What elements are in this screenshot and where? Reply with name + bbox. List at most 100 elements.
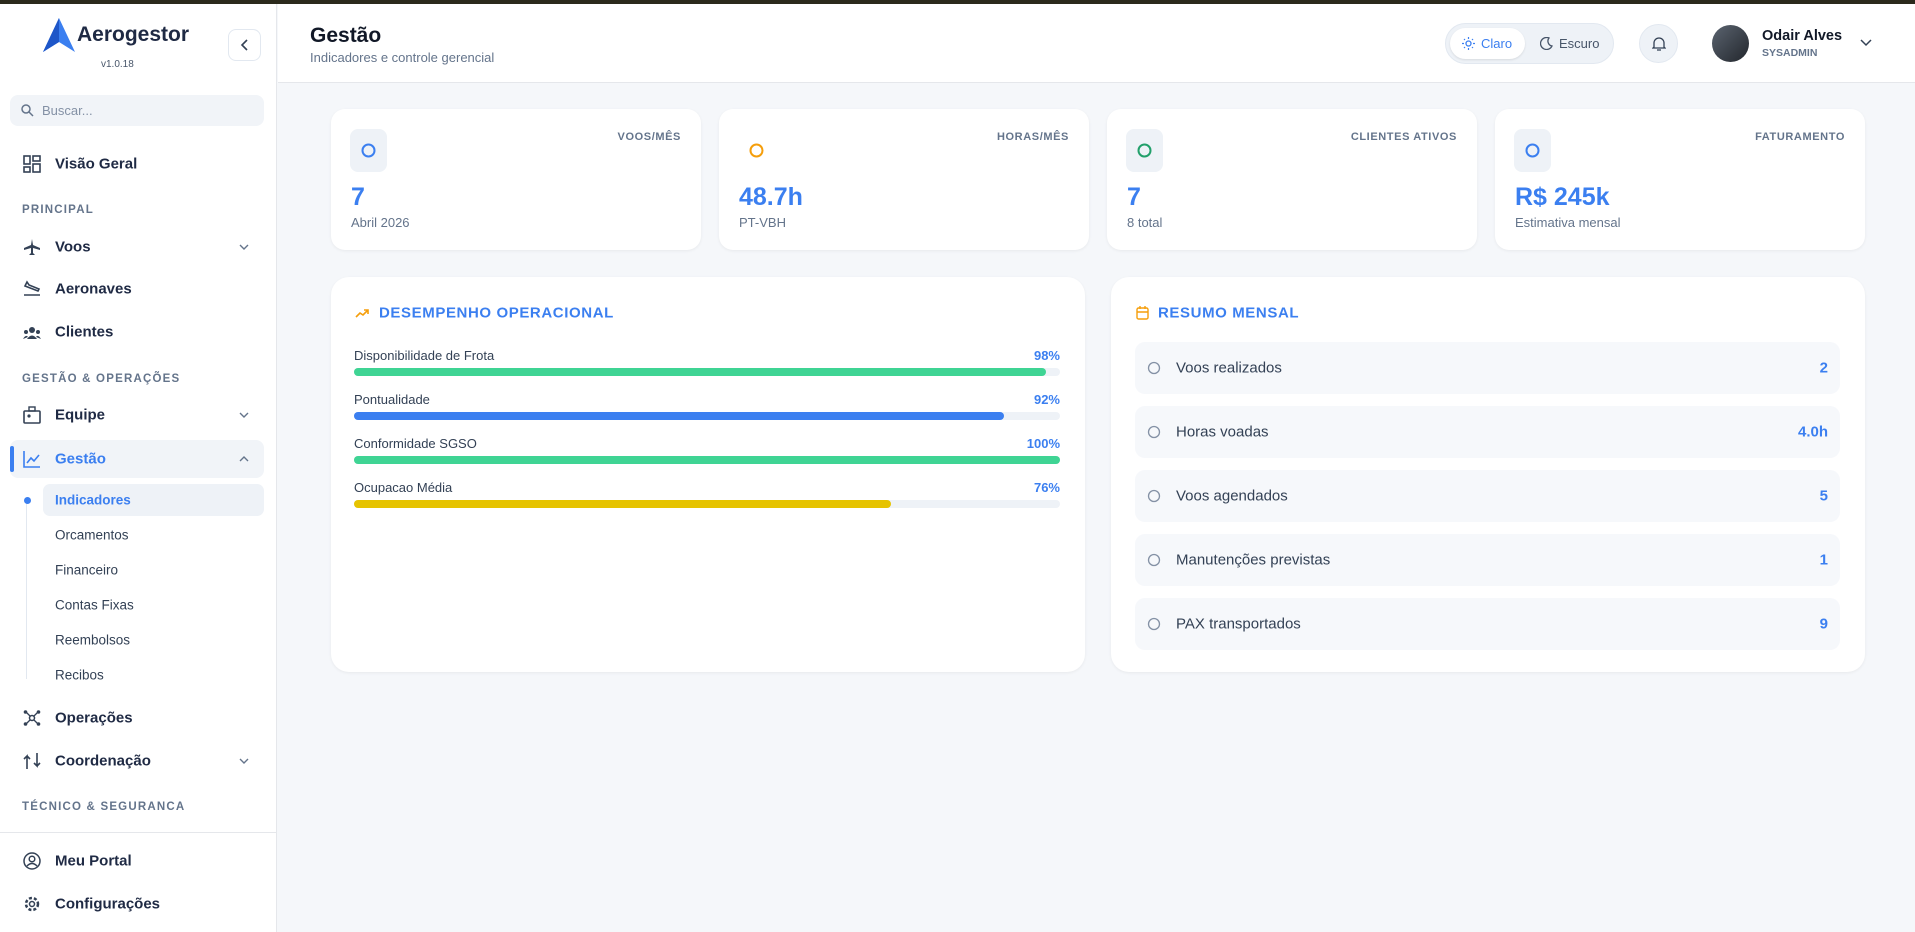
chevron-icon — [239, 412, 249, 418]
panel-title: DESEMPENHO OPERACIONAL — [379, 304, 614, 322]
summary-label: PAX transportados — [1176, 615, 1301, 633]
progress-bar — [354, 412, 1004, 420]
metric-value-label: 98% — [1033, 348, 1060, 363]
performance-panel: DESEMPENHO OPERACIONAL Disponibilidade d… — [331, 277, 1085, 672]
theme-dark-button[interactable]: Escuro — [1530, 28, 1610, 59]
nav-icon — [23, 280, 41, 296]
chevron-icon[interactable] — [1859, 37, 1873, 49]
card-sub: 8 total — [1127, 215, 1163, 230]
subnav-item[interactable]: Indicadores — [55, 492, 131, 508]
card-value: 7 — [351, 183, 365, 211]
stat-card: CLIENTES ATIVOS 7 8 total — [1107, 109, 1477, 250]
nav-section: PRINCIPAL — [22, 204, 94, 216]
summary-label: Manutenções previstas — [1176, 551, 1331, 569]
card-icon — [1525, 143, 1540, 158]
nav-item[interactable]: Gestão — [55, 450, 106, 468]
stat-card: FATURAMENTO R$ 245k Estimativa mensal — [1495, 109, 1865, 250]
summary-row: Manutenções previstas 1 — [1135, 534, 1840, 586]
search-box[interactable]: Buscar... — [10, 95, 264, 126]
summary-row: Voos realizados 2 — [1135, 342, 1840, 394]
card-icon-box — [1514, 129, 1551, 172]
nav-item[interactable]: Operações — [55, 709, 133, 727]
nav-item[interactable]: Clientes — [55, 323, 114, 341]
nav-icon — [23, 155, 41, 173]
nav-item[interactable]: Voos — [55, 238, 91, 256]
row-icon — [1147, 489, 1161, 503]
nav-icon — [24, 896, 40, 912]
trend-icon — [355, 309, 369, 318]
row-icon — [1147, 361, 1161, 375]
summary-value: 1 — [1819, 551, 1828, 569]
subnav-item[interactable]: Recibos — [55, 667, 104, 683]
card-value: R$ 245k — [1515, 183, 1610, 211]
top-bar — [0, 0, 1915, 4]
subnav-item[interactable]: Reembolsos — [55, 632, 131, 648]
subnav-line — [26, 501, 27, 679]
metric-value-label: 100% — [1026, 436, 1060, 451]
nav-icon — [23, 406, 41, 424]
bell-icon — [1652, 37, 1666, 51]
stat-card: HORAS/MÊS 48.7h PT-VBH — [719, 109, 1089, 250]
page-title: Gestão — [310, 24, 382, 47]
nav-item[interactable]: Equipe — [55, 406, 106, 424]
card-icon — [361, 143, 376, 158]
nav-icon — [23, 710, 41, 726]
summary-label: Horas voadas — [1176, 423, 1269, 441]
row-icon — [1147, 553, 1161, 567]
card-sub: Estimativa mensal — [1515, 215, 1621, 230]
panel-title: RESUMO MENSAL — [1158, 304, 1300, 322]
nav-item[interactable]: Aeronaves — [55, 280, 132, 298]
active-indicator — [10, 446, 14, 472]
nav-icon — [23, 753, 41, 769]
nav-item[interactable]: Meu Portal — [55, 852, 132, 870]
metric-value-label: 76% — [1033, 480, 1060, 495]
notifications-button[interactable] — [1639, 24, 1678, 63]
chevron-icon — [239, 244, 249, 250]
active-dot — [24, 497, 31, 504]
summary-value: 2 — [1819, 359, 1828, 377]
summary-row: PAX transportados 9 — [1135, 598, 1840, 650]
card-label: CLIENTES ATIVOS — [1350, 131, 1457, 143]
progress-bar — [354, 456, 1060, 464]
card-label: HORAS/MÊS — [996, 131, 1069, 143]
card-icon — [749, 143, 764, 158]
summary-label: Voos agendados — [1176, 487, 1288, 505]
chevron-icon — [239, 456, 249, 462]
card-label: VOOS/MÊS — [617, 131, 681, 143]
user-name: Odair Alves — [1762, 28, 1843, 44]
nav-item[interactable]: Visão Geral — [55, 155, 138, 173]
summary-label: Voos realizados — [1176, 359, 1282, 377]
nav-section: TÉCNICO & SEGURANCA — [22, 801, 186, 813]
metric-label: Pontualidade — [354, 392, 430, 407]
subnav-item[interactable]: Orcamentos — [55, 527, 129, 543]
stat-card: VOOS/MÊS 7 Abril 2026 — [331, 109, 701, 250]
summary-row: Voos agendados 5 — [1135, 470, 1840, 522]
subnav-item[interactable]: Financeiro — [55, 562, 119, 578]
theme-light-label: Claro — [1481, 36, 1513, 51]
logo — [43, 18, 75, 52]
sun-icon — [1462, 37, 1475, 50]
nav-item[interactable]: Configurações — [55, 895, 161, 913]
card-sub: PT-VBH — [739, 215, 786, 230]
search-placeholder: Buscar... — [42, 103, 93, 118]
card-icon-box — [350, 129, 387, 172]
card-icon-box — [1126, 129, 1163, 172]
avatar[interactable] — [1712, 25, 1749, 62]
card-sub: Abril 2026 — [351, 215, 410, 230]
sidebar: Aerogestor v1.0.18 Buscar... Visão Geral… — [0, 4, 277, 932]
nav-item[interactable]: Coordenação — [55, 752, 151, 770]
theme-dark-label: Escuro — [1559, 36, 1600, 51]
card-value: 48.7h — [739, 183, 803, 211]
collapse-button[interactable] — [228, 29, 261, 61]
summary-value: 4.0h — [1797, 423, 1828, 441]
page-subtitle: Indicadores e controle gerencial — [310, 50, 495, 65]
summary-value: 9 — [1819, 615, 1828, 633]
row-icon — [1147, 617, 1161, 631]
user-role: SYSADMIN — [1762, 47, 1818, 59]
summary-value: 5 — [1819, 487, 1828, 505]
theme-light-button[interactable]: Claro — [1450, 28, 1525, 59]
header: Gestão Indicadores e controle gerencial … — [278, 4, 1915, 83]
nav-icon — [23, 327, 41, 339]
summary-row: Horas voadas 4.0h — [1135, 406, 1840, 458]
subnav-item[interactable]: Contas Fixas — [55, 597, 134, 613]
